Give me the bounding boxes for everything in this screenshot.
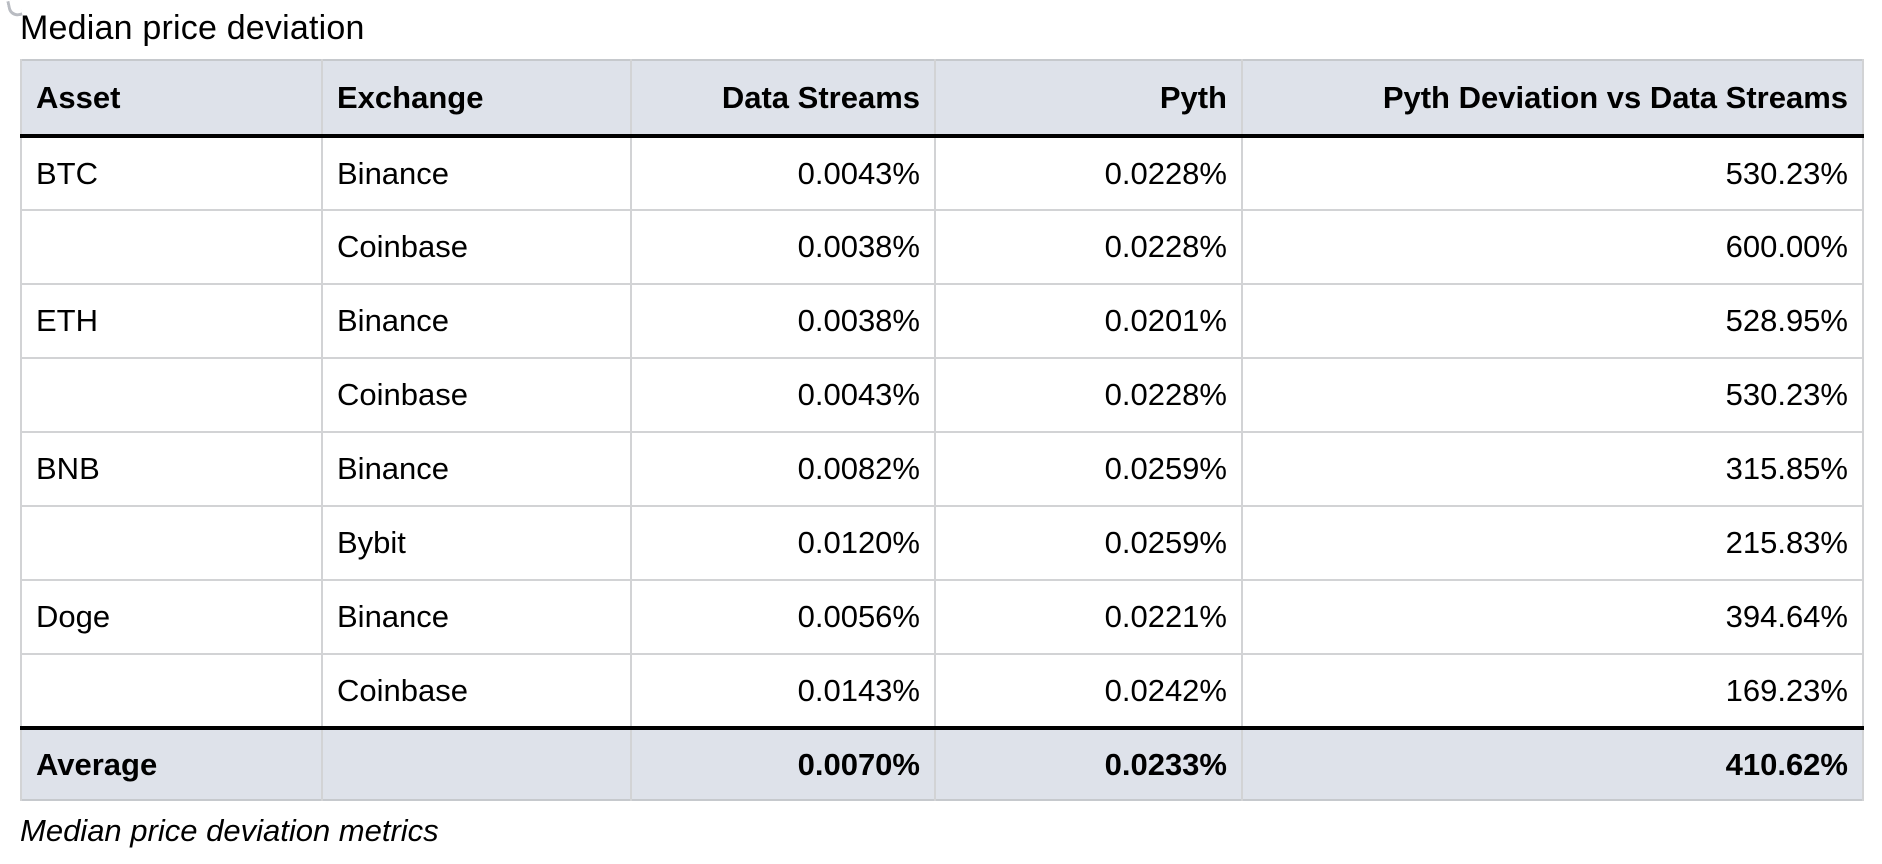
cell-pyth: 0.0221%	[934, 579, 1243, 654]
cell-asset	[20, 653, 323, 728]
table-caption: Median price deviation metrics	[20, 813, 439, 848]
table-row: ETH Binance 0.0038% 0.0201% 528.95%	[20, 283, 1864, 358]
cell-asset	[20, 209, 323, 284]
cell-asset	[20, 505, 323, 580]
cell-exchange: Binance	[321, 136, 632, 210]
cell-exchange: Binance	[321, 431, 632, 506]
cell-exchange: Binance	[321, 283, 632, 358]
cell-data-streams: 0.0120%	[630, 505, 936, 580]
median-price-deviation-table: Asset Exchange Data Streams Pyth Pyth Deviat…	[20, 59, 1864, 801]
average-cell-exchange	[321, 726, 632, 800]
cell-data-streams: 0.0043%	[630, 357, 936, 432]
cell-asset: Doge	[20, 579, 323, 654]
cell-asset: BTC	[20, 136, 323, 210]
cell-data-streams: 0.0143%	[630, 653, 936, 728]
column-header-pyth: Pyth	[934, 60, 1243, 138]
cell-asset: ETH	[20, 283, 323, 358]
average-cell-data-streams: 0.0070%	[630, 726, 936, 800]
cell-data-streams: 0.0056%	[630, 579, 936, 654]
cell-exchange: Bybit	[321, 505, 632, 580]
column-header-asset: Asset	[20, 60, 323, 138]
table-row: Bybit 0.0120% 0.0259% 215.83%	[20, 505, 1864, 580]
cell-exchange: Coinbase	[321, 357, 632, 432]
cell-pyth: 0.0201%	[934, 283, 1243, 358]
page-title: Median price deviation	[20, 9, 365, 47]
table-row: BNB Binance 0.0082% 0.0259% 315.85%	[20, 431, 1864, 506]
cell-pyth: 0.0259%	[934, 505, 1243, 580]
table-row: Coinbase 0.0043% 0.0228% 530.23%	[20, 357, 1864, 432]
cell-pyth-deviation-vs-data-streams: 600.00%	[1241, 209, 1864, 284]
column-header-pyth-deviation-vs-data-streams: Pyth Deviation vs Data Streams	[1241, 60, 1864, 138]
average-cell-asset: Average	[20, 726, 323, 800]
cell-data-streams: 0.0082%	[630, 431, 936, 506]
cell-asset	[20, 357, 323, 432]
table-row: Doge Binance 0.0056% 0.0221% 394.64%	[20, 579, 1864, 654]
cell-pyth: 0.0259%	[934, 431, 1243, 506]
table-row: Coinbase 0.0143% 0.0242% 169.23%	[20, 653, 1864, 728]
cell-pyth-deviation-vs-data-streams: 394.64%	[1241, 579, 1864, 654]
average-cell-pyth: 0.0233%	[934, 726, 1243, 800]
cell-pyth: 0.0228%	[934, 136, 1243, 210]
table-footer: Average 0.0070% 0.0233% 410.62%	[20, 726, 1864, 800]
cell-exchange: Binance	[321, 579, 632, 654]
table-body: BTC Binance 0.0043% 0.0228% 530.23% Coinbase 0…	[20, 136, 1864, 728]
table-header: Asset Exchange Data Streams Pyth Pyth Deviat…	[20, 60, 1864, 138]
column-header-exchange: Exchange	[321, 60, 632, 138]
cell-data-streams: 0.0043%	[630, 136, 936, 210]
header-row: Asset Exchange Data Streams Pyth Pyth Deviat…	[20, 60, 1864, 138]
cell-data-streams: 0.0038%	[630, 283, 936, 358]
average-row: Average 0.0070% 0.0233% 410.62%	[20, 726, 1864, 800]
column-header-data-streams: Data Streams	[630, 60, 936, 138]
cell-pyth-deviation-vs-data-streams: 530.23%	[1241, 357, 1864, 432]
cell-pyth-deviation-vs-data-streams: 315.85%	[1241, 431, 1864, 506]
cell-pyth-deviation-vs-data-streams: 215.83%	[1241, 505, 1864, 580]
cell-asset: BNB	[20, 431, 323, 506]
cell-exchange: Coinbase	[321, 209, 632, 284]
table-row: BTC Binance 0.0043% 0.0228% 530.23%	[20, 136, 1864, 210]
stray-mark	[6, 0, 23, 19]
cell-pyth-deviation-vs-data-streams: 528.95%	[1241, 283, 1864, 358]
table-row: Coinbase 0.0038% 0.0228% 600.00%	[20, 209, 1864, 284]
cell-exchange: Coinbase	[321, 653, 632, 728]
cell-pyth: 0.0228%	[934, 209, 1243, 284]
cell-pyth-deviation-vs-data-streams: 169.23%	[1241, 653, 1864, 728]
cell-pyth: 0.0242%	[934, 653, 1243, 728]
cell-data-streams: 0.0038%	[630, 209, 936, 284]
average-cell-pyth-deviation-vs-data-streams: 410.62%	[1241, 726, 1864, 800]
cell-pyth-deviation-vs-data-streams: 530.23%	[1241, 136, 1864, 210]
cell-pyth: 0.0228%	[934, 357, 1243, 432]
